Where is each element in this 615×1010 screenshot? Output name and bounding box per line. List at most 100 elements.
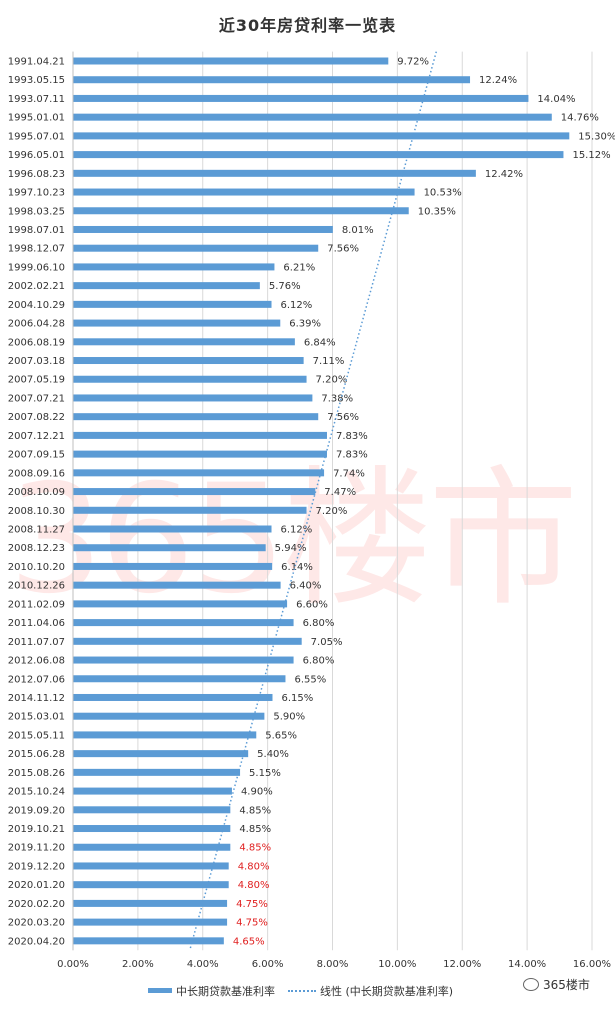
data-label: 6.60% — [296, 599, 328, 610]
data-label: 7.83% — [336, 431, 368, 442]
bar — [73, 899, 228, 907]
bar — [73, 169, 476, 177]
bar — [73, 525, 272, 533]
data-label: 4.80% — [238, 861, 270, 872]
y-tick-label: 2010.12.26 — [8, 581, 65, 592]
x-tick-label: 2.00% — [122, 959, 154, 970]
y-tick-label: 2006.08.19 — [8, 337, 65, 348]
x-tick-label: 0.00% — [57, 959, 89, 970]
bar — [73, 413, 319, 421]
bar — [73, 581, 281, 589]
y-tick-label: 2012.07.06 — [8, 674, 65, 685]
y-tick-label: 2014.11.12 — [8, 693, 65, 704]
data-label: 4.75% — [236, 918, 268, 929]
y-tick-label: 2007.08.22 — [8, 412, 65, 423]
bar — [73, 357, 304, 365]
y-tick-label: 2015.08.26 — [8, 768, 65, 779]
bar — [73, 600, 288, 608]
bar — [73, 937, 224, 945]
y-tick-label: 1996.08.23 — [8, 169, 65, 180]
y-tick-label: 2007.03.18 — [8, 356, 65, 367]
data-label: 6.12% — [281, 525, 313, 536]
y-tick-label: 1997.10.23 — [8, 188, 65, 199]
data-label: 6.55% — [294, 674, 326, 685]
bar — [73, 469, 325, 477]
y-tick-label: 2002.02.21 — [8, 281, 65, 292]
bar — [73, 132, 570, 140]
brand-mark: 365楼市 — [523, 976, 590, 993]
y-tick-label: 2012.06.08 — [8, 656, 65, 667]
legend-trendline-swatch — [288, 990, 316, 992]
y-tick-label: 2008.09.16 — [8, 468, 65, 479]
x-tick-label: 10.00% — [378, 959, 416, 970]
legend: 中长期贷款基准利率 线性 (中长期贷款基准利率) — [0, 980, 615, 1000]
data-label: 7.20% — [316, 375, 348, 386]
y-tick-label: 2008.10.30 — [8, 506, 65, 517]
bar — [73, 731, 257, 739]
bar — [73, 394, 313, 402]
y-tick-label: 2004.10.29 — [8, 300, 65, 311]
y-tick-label: 2020.04.20 — [8, 936, 65, 947]
bar — [73, 619, 294, 627]
bar — [73, 431, 327, 439]
data-label: 5.40% — [257, 749, 289, 760]
data-label: 4.85% — [239, 824, 271, 835]
y-tick-label: 1995.07.01 — [8, 131, 65, 142]
bar — [73, 244, 319, 252]
y-tick-label: 2011.07.07 — [8, 637, 65, 648]
bar — [73, 825, 231, 833]
y-tick-label: 2019.09.20 — [8, 805, 65, 816]
bar — [73, 488, 316, 496]
data-label: 12.24% — [479, 75, 517, 86]
bar — [73, 375, 307, 383]
bar — [73, 300, 272, 308]
y-tick-label: 2008.12.23 — [8, 543, 65, 554]
data-label: 5.15% — [249, 768, 281, 779]
data-label: 6.80% — [303, 656, 335, 667]
bar — [73, 881, 229, 889]
y-tick-label: 1999.06.10 — [8, 262, 65, 273]
y-tick-label: 1993.07.11 — [8, 94, 65, 105]
trendline — [189, 51, 438, 951]
x-tick-label: 14.00% — [508, 959, 546, 970]
data-label: 12.42% — [485, 169, 523, 180]
bar — [73, 506, 307, 514]
x-tick-label: 12.00% — [443, 959, 481, 970]
data-label: 5.76% — [269, 281, 301, 292]
bar — [73, 918, 228, 926]
data-label: 8.01% — [342, 225, 374, 236]
bar — [73, 94, 529, 102]
data-label: 6.40% — [290, 581, 322, 592]
legend-bar-label: 中长期贷款基准利率 — [176, 985, 275, 998]
y-tick-label: 2015.05.11 — [8, 730, 65, 741]
data-label: 6.80% — [303, 618, 335, 629]
data-label: 7.47% — [324, 487, 356, 498]
data-label: 7.56% — [327, 244, 359, 255]
y-tick-label: 2006.04.28 — [8, 319, 65, 330]
data-label: 7.11% — [313, 356, 345, 367]
y-tick-label: 1993.05.15 — [8, 75, 65, 86]
bar — [73, 712, 265, 720]
y-tick-label: 2019.11.20 — [8, 843, 65, 854]
data-label: 6.84% — [304, 337, 336, 348]
data-label: 15.12% — [572, 150, 610, 161]
y-tick-label: 2008.10.09 — [8, 487, 65, 498]
x-tick-label: 8.00% — [317, 959, 349, 970]
bar — [73, 76, 471, 84]
data-label: 14.76% — [561, 113, 599, 124]
legend-trendline-label: 线性 (中长期贷款基准利率) — [320, 985, 454, 998]
data-label: 7.38% — [321, 393, 353, 404]
bar — [73, 338, 295, 346]
y-tick-label: 2020.03.20 — [8, 918, 65, 929]
bar — [73, 562, 273, 570]
data-label: 14.04% — [537, 94, 575, 105]
bar — [73, 319, 281, 327]
data-label: 4.85% — [239, 805, 271, 816]
y-tick-label: 1998.03.25 — [8, 206, 65, 217]
y-tick-label: 1996.05.01 — [8, 150, 65, 161]
y-tick-label: 2015.06.28 — [8, 749, 65, 760]
brand-label: 365楼市 — [543, 978, 590, 992]
data-label: 7.56% — [327, 412, 359, 423]
